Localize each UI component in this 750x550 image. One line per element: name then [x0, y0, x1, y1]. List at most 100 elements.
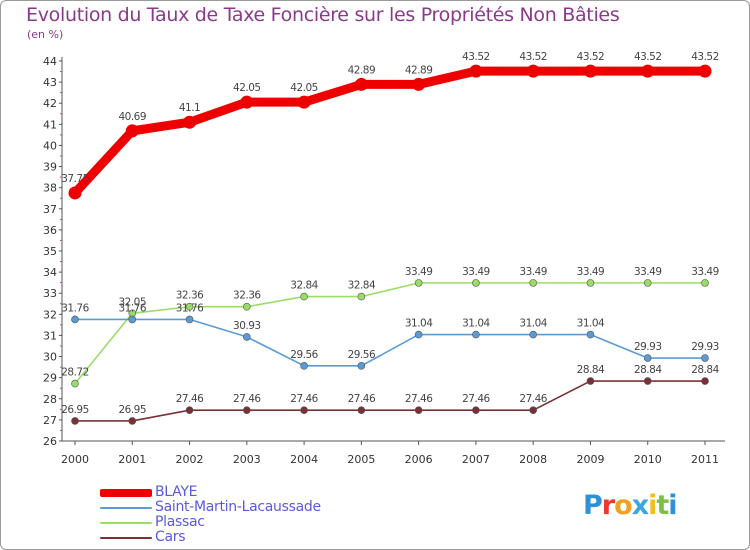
data-label: 33.49	[691, 266, 719, 278]
x-tick-label: 2001	[118, 453, 146, 466]
x-tick-label: 2000	[61, 453, 89, 466]
data-label: 43.52	[577, 51, 605, 63]
y-tick-label: 26	[43, 435, 57, 448]
series-line-cars	[74, 380, 706, 422]
data-point	[240, 95, 254, 109]
data-label: 33.49	[405, 266, 433, 278]
data-label: 31.04	[462, 318, 490, 330]
x-tick-label: 2009	[576, 453, 604, 466]
data-label: 43.52	[634, 51, 662, 63]
axes: 26 27 28 29 30 31 32 33 34 35 36 37 38 39 40 41 42 43 44 20…	[43, 55, 725, 466]
y-tick-label: 39	[43, 161, 57, 174]
data-label: 32.36	[233, 290, 261, 302]
data-label: 42.05	[290, 82, 318, 94]
data-label: 43.52	[462, 51, 490, 63]
legend-swatch	[100, 489, 152, 497]
series-line-blaye	[70, 66, 710, 198]
logo-letter: t	[656, 490, 669, 521]
data-point	[243, 406, 251, 414]
data-label: 42.89	[348, 64, 376, 76]
data-label: 32.36	[176, 290, 204, 302]
data-point	[185, 315, 194, 324]
y-tick-label: 32	[43, 308, 57, 321]
data-label: 31.04	[577, 318, 605, 330]
data-label: 28.84	[577, 364, 605, 376]
data-label: 27.46	[462, 393, 490, 405]
data-point	[414, 406, 423, 414]
data-point	[357, 292, 366, 301]
data-point	[68, 186, 82, 200]
data-point	[414, 330, 423, 339]
y-tick-label: 29	[43, 372, 57, 385]
legend-swatch	[100, 507, 152, 509]
logo-letter: x	[631, 490, 649, 521]
data-labels-layer: 37.75 40.69 41.1 42.05 42.05 42.89 42.89 43.52 4…	[61, 51, 720, 416]
data-label: 29.93	[691, 341, 719, 353]
y-tick-label: 40	[43, 139, 57, 152]
data-point	[529, 406, 537, 414]
data-point	[643, 279, 652, 287]
chart-title: Evolution du Taux de Taxe Foncière sur l…	[26, 4, 620, 26]
data-point	[414, 279, 423, 287]
data-point	[586, 330, 595, 339]
data-label: 31.76	[61, 302, 89, 314]
y-tick-label: 35	[43, 245, 57, 258]
data-point	[643, 377, 652, 385]
data-point	[641, 64, 655, 78]
data-point	[472, 406, 480, 414]
data-point	[128, 315, 137, 324]
data-point	[586, 377, 595, 385]
data-point	[472, 279, 480, 287]
data-point	[300, 406, 308, 414]
data-point	[125, 124, 139, 138]
data-point	[297, 95, 311, 109]
legend-swatch	[100, 522, 152, 524]
data-label: 42.05	[233, 82, 261, 94]
data-label: 27.46	[176, 393, 204, 405]
data-point	[183, 115, 197, 129]
data-label: 26.95	[118, 404, 146, 416]
y-tick-label: 38	[43, 182, 57, 195]
x-tick-label: 2005	[347, 453, 375, 466]
x-tick-label: 2011	[691, 453, 719, 466]
series-line-saint-martin-lacaussade	[74, 318, 706, 367]
y-tick-label: 27	[43, 414, 57, 427]
y-tick-label: 44	[43, 55, 57, 68]
y-tick-label: 36	[43, 224, 57, 237]
data-label: 27.46	[290, 393, 318, 405]
data-label: 41.1	[179, 102, 200, 114]
data-label: 32.84	[290, 280, 318, 292]
data-label: 31.04	[519, 318, 547, 330]
data-point	[71, 315, 79, 324]
data-label: 29.56	[348, 349, 376, 361]
data-point	[583, 64, 597, 78]
series-layer	[68, 64, 712, 425]
data-point	[71, 417, 79, 425]
data-label: 43.52	[691, 51, 719, 63]
x-tick-label: 2008	[519, 453, 547, 466]
legend-label: Plassac	[155, 514, 205, 530]
data-label: 31.76	[176, 302, 204, 314]
y-tick-label: 41	[43, 118, 57, 131]
legend-swatch	[100, 537, 152, 539]
y-tick-label: 30	[43, 351, 57, 364]
data-point	[698, 64, 712, 78]
y-tick-label: 28	[43, 393, 57, 406]
data-point	[701, 279, 709, 287]
data-point	[128, 417, 137, 425]
data-point	[185, 302, 194, 311]
logo-letter: o	[614, 490, 633, 521]
data-point	[300, 362, 308, 370]
data-label: 32.05	[118, 296, 146, 308]
x-tick-label: 2007	[462, 453, 490, 466]
data-label: 29.93	[634, 341, 662, 353]
data-label: 33.49	[634, 266, 662, 278]
data-point	[526, 64, 540, 78]
data-label: 31.04	[405, 318, 433, 330]
y-tick-label: 37	[43, 203, 57, 216]
chart-unit-label: (en %)	[27, 28, 64, 41]
y-tick-label: 42	[43, 97, 57, 110]
data-point	[472, 330, 480, 339]
legend-label: Saint-Martin-Lacaussade	[155, 499, 321, 515]
